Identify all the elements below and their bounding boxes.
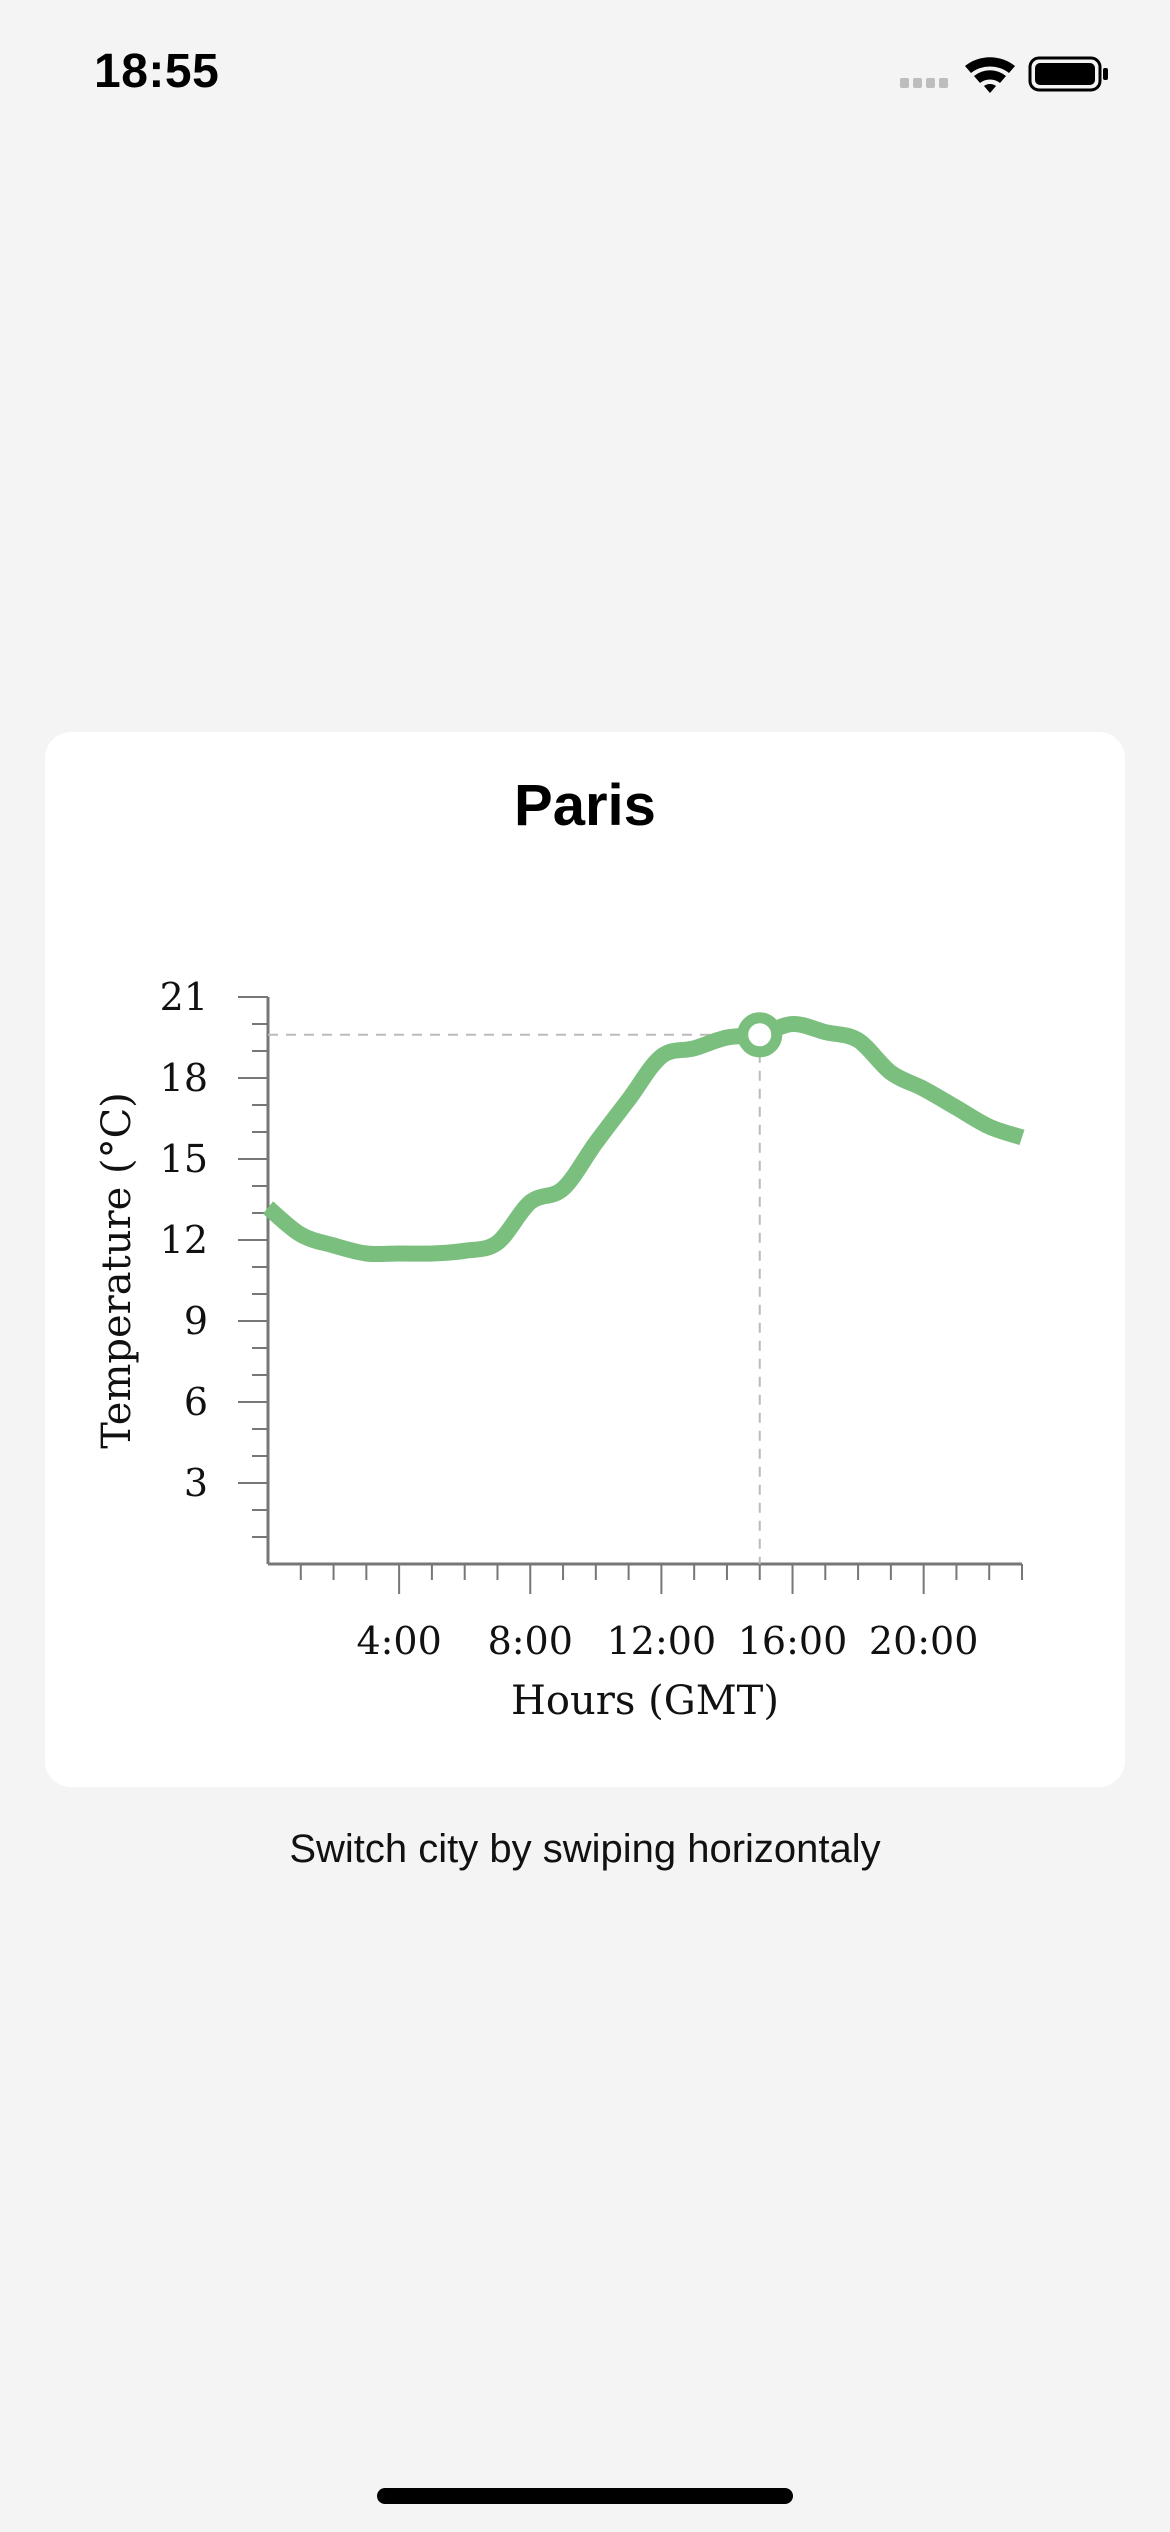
x-tick-label: 20:00 bbox=[869, 1619, 979, 1663]
y-axis-label: Temperature (°C) bbox=[94, 1092, 140, 1449]
x-tick-label: 16:00 bbox=[738, 1619, 848, 1663]
y-tick-label: 3 bbox=[184, 1461, 208, 1505]
y-tick-label: 15 bbox=[160, 1137, 208, 1181]
x-tick-label: 4:00 bbox=[356, 1619, 441, 1663]
series-line-0 bbox=[262, 1016, 1025, 1263]
y-tick-label: 9 bbox=[184, 1299, 208, 1343]
y-tick-label: 12 bbox=[160, 1218, 208, 1262]
temperature-chart[interactable]: 3 6 9 12 15 18 21 4:00 8:00 12:00 16:00 20:00 Hours … bbox=[45, 732, 1125, 1787]
wifi-icon bbox=[965, 57, 1015, 93]
y-tick-label: 21 bbox=[160, 975, 208, 1019]
swipe-hint: Switch city by swiping horizontaly bbox=[289, 1827, 881, 1871]
x-axis-label: Hours (GMT) bbox=[511, 1678, 779, 1724]
y-tick-label: 6 bbox=[184, 1380, 208, 1424]
chart-card[interactable]: Paris 3 6 9 12 15 18 21 4:00 8:00 12:00 16:00 20:00… bbox=[45, 732, 1125, 1787]
battery-icon bbox=[1028, 56, 1108, 92]
cellular-signal-icon bbox=[900, 78, 948, 88]
highlight-marker[interactable] bbox=[737, 1012, 783, 1058]
home-indicator[interactable] bbox=[377, 2488, 793, 2504]
y-tick-label: 18 bbox=[160, 1056, 208, 1100]
status-icons bbox=[900, 54, 1120, 94]
x-tick-label: 8:00 bbox=[488, 1619, 573, 1663]
status-bar: 18:55 bbox=[0, 0, 1170, 140]
x-tick-label: 12:00 bbox=[607, 1619, 717, 1663]
status-time: 18:55 bbox=[94, 45, 220, 98]
city-title: Paris bbox=[514, 773, 656, 838]
